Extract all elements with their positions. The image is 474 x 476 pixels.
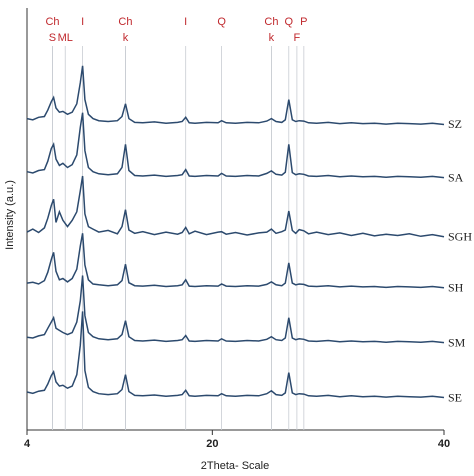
x-tick-label: 40 bbox=[438, 438, 450, 450]
x-tick-label: 20 bbox=[206, 438, 218, 450]
series-line bbox=[26, 65, 445, 126]
peak-label: Ch bbox=[118, 16, 132, 28]
series-line bbox=[26, 112, 445, 179]
peak-label: ML bbox=[58, 32, 73, 44]
series-label: SH bbox=[448, 281, 464, 295]
series-label: SGH bbox=[448, 229, 472, 243]
x-tick-label: 4 bbox=[24, 438, 31, 450]
series-label: SA bbox=[448, 170, 464, 184]
series-line bbox=[26, 311, 445, 399]
series-label: SM bbox=[448, 335, 466, 349]
series-label: SZ bbox=[448, 117, 462, 131]
peak-label: Ch bbox=[264, 16, 278, 28]
series-label: SE bbox=[448, 390, 462, 404]
peak-label: Q bbox=[285, 16, 294, 28]
peak-label: k bbox=[269, 32, 275, 44]
peak-label: S bbox=[49, 32, 56, 44]
peak-label: Ch bbox=[45, 16, 59, 28]
peak-label: P bbox=[300, 16, 307, 28]
x-axis-label: 2Theta- Scale bbox=[201, 460, 269, 472]
peak-label: Q bbox=[217, 16, 226, 28]
peak-label: I bbox=[81, 16, 84, 28]
series-line bbox=[26, 175, 445, 238]
series-line bbox=[26, 275, 445, 344]
series-line bbox=[26, 233, 445, 289]
peak-label: I bbox=[184, 16, 187, 28]
peak-label: k bbox=[123, 32, 129, 44]
y-axis-label: Intensity (a.u.) bbox=[4, 180, 16, 250]
peak-label: F bbox=[294, 32, 301, 44]
